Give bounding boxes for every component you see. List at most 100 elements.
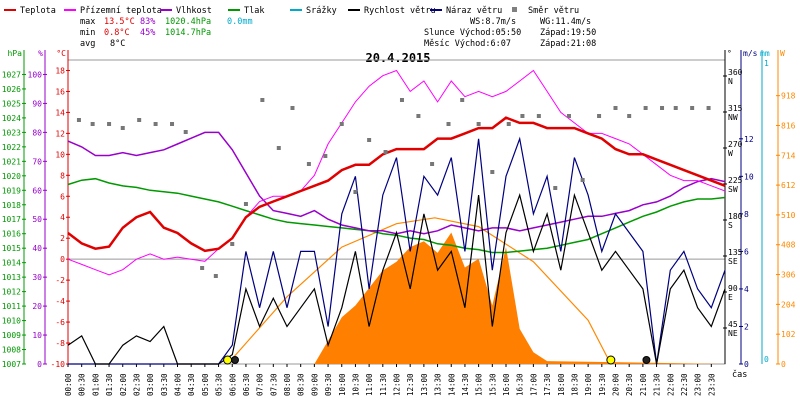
x-tick-label: 02:30: [132, 373, 141, 396]
x-tick-label: 21:00: [639, 373, 648, 396]
temperature-axis-tick-label: 14: [55, 108, 65, 117]
legend: Teplota Přízemní teplota Vlhkost Tlak Srážky…: [4, 6, 579, 16]
x-tick-label: 01:00: [91, 373, 100, 396]
x-tick-label: 04:00: [174, 373, 183, 396]
solar-axis-tick-label: 408: [781, 241, 796, 250]
stats-max-hum: 83%: [140, 17, 155, 27]
solar-axis-tick-label: 204: [781, 300, 796, 309]
solar-axis-tick-label: 102: [781, 330, 796, 339]
direction-compass-label: E: [728, 293, 733, 302]
wind-direction-point: [107, 122, 112, 126]
temperature-axis-tick-label: 8: [60, 171, 65, 180]
pressure-axis-tick-label: 1016: [2, 230, 21, 239]
wind-direction-point: [260, 98, 265, 102]
wind-direction-point: [430, 162, 435, 166]
stats-max-press: 1020.4hPa: [165, 17, 211, 27]
wind-direction-point: [339, 122, 344, 126]
direction-degree-label: 135: [728, 248, 743, 257]
series-ground-temp: [67, 69, 726, 276]
pressure-axis-tick-label: 1021: [2, 157, 21, 166]
wind-direction-point: [183, 130, 188, 134]
x-tick-label: 12:00: [393, 373, 402, 396]
wind-direction-point: [490, 170, 495, 174]
solar-axis-tick-label: 306: [781, 271, 796, 280]
solar-axis-tick-label: 714: [781, 151, 796, 160]
humidity-axis-tick-label: 60: [32, 186, 42, 195]
direction-compass-label: NE: [728, 329, 738, 338]
wind-axis-tick-label: 4: [744, 285, 749, 294]
wind-axis-title: m/s: [743, 49, 758, 58]
humidity-axis-tick-label: 0: [37, 360, 42, 369]
wind-direction-point: [90, 122, 95, 126]
wind-axis-tick-label: 0: [744, 360, 749, 369]
humidity-axis-tick-label: 70: [32, 157, 42, 166]
humidity-axis-tick-label: 90: [32, 99, 42, 108]
wind-axis-tick-label: 6: [744, 247, 749, 256]
pressure-axis-tick-label: 1027: [2, 70, 21, 79]
humidity-axis-tick-label: 20: [32, 302, 42, 311]
pressure-axis-title: hPa: [8, 49, 23, 58]
pressure-axis-tick-label: 1019: [2, 186, 21, 195]
direction-degree-label: 315: [728, 104, 743, 113]
x-tick-label: 15:30: [488, 373, 497, 396]
stats-min-label: min: [80, 28, 95, 38]
wind-axis-tick-label: 8: [744, 210, 749, 219]
wind-direction-point: [399, 98, 404, 102]
x-tick-label: 18:30: [570, 373, 579, 396]
wind-direction-point: [153, 122, 158, 126]
wind-direction-point: [137, 118, 142, 122]
wind-direction-point: [660, 106, 665, 110]
wind-direction-point: [597, 114, 602, 118]
x-tick-label: 11:30: [379, 373, 388, 396]
legend-label: Vlhkost: [176, 6, 212, 16]
humidity-axis-tick-label: 10: [32, 331, 42, 340]
x-tick-label: 10:30: [351, 373, 360, 396]
series-pressure: [67, 177, 726, 254]
direction-axis-title: °: [727, 49, 732, 58]
wind-axis-tick-label: 10: [744, 172, 754, 181]
stats-min-hum: 45%: [140, 28, 155, 38]
chart-title: 20.4.2015: [365, 51, 430, 65]
x-tick-label: 05:00: [201, 373, 210, 396]
x-tick-label: 09:30: [324, 373, 333, 396]
x-tick-label: 14:00: [447, 373, 456, 396]
wind-direction-point: [643, 106, 648, 110]
wind-direction-point: [306, 162, 311, 166]
wind-direction-point: [243, 202, 248, 206]
wind-axis-tick-label: 12: [744, 135, 754, 144]
pressure-axis-tick-label: 1013: [2, 273, 21, 282]
x-tick-label: 08:30: [297, 373, 306, 396]
wind-direction-point: [76, 118, 81, 122]
wind-direction-point: [367, 138, 372, 142]
solar-axis-tick-label: 816: [781, 121, 796, 130]
humidity-axis-tick-label: 50: [32, 215, 42, 224]
x-tick-label: 04:30: [187, 373, 196, 396]
direction-compass-label: W: [728, 149, 733, 158]
wind-direction-point: [446, 122, 451, 126]
x-tick-label: 03:00: [146, 373, 155, 396]
x-tick-label: 20:00: [612, 373, 621, 396]
wind-direction-point: [213, 274, 218, 278]
x-tick-label: 06:30: [242, 373, 251, 396]
pressure-axis-tick-label: 1024: [2, 114, 21, 123]
x-tick-label: 20:30: [625, 373, 634, 396]
temperature-axis-tick-label: 18: [55, 66, 65, 75]
direction-compass-label: S: [728, 221, 733, 230]
temperature-axis-tick-label: 16: [55, 87, 65, 96]
wind-direction-point: [290, 106, 295, 110]
wind-direction-point: [613, 106, 618, 110]
moonrise-info: Měsíc Východ:6:07: [424, 39, 511, 49]
rain-tick-label: 1: [764, 59, 769, 68]
legend-label: Tlak: [244, 6, 264, 16]
direction-compass-label: N: [728, 77, 733, 86]
solar-axis-tick-label: 918: [781, 92, 796, 101]
pressure-axis-tick-label: 1012: [2, 288, 21, 297]
rain-tick-label: 0: [764, 355, 769, 364]
wind-direction-point: [690, 106, 695, 110]
wind-direction-point: [460, 98, 465, 102]
pressure-axis-tick-label: 1018: [2, 201, 21, 210]
direction-degree-label: 45: [728, 320, 738, 329]
wind-direction-point: [506, 122, 511, 126]
sunset-marker: [606, 355, 616, 365]
